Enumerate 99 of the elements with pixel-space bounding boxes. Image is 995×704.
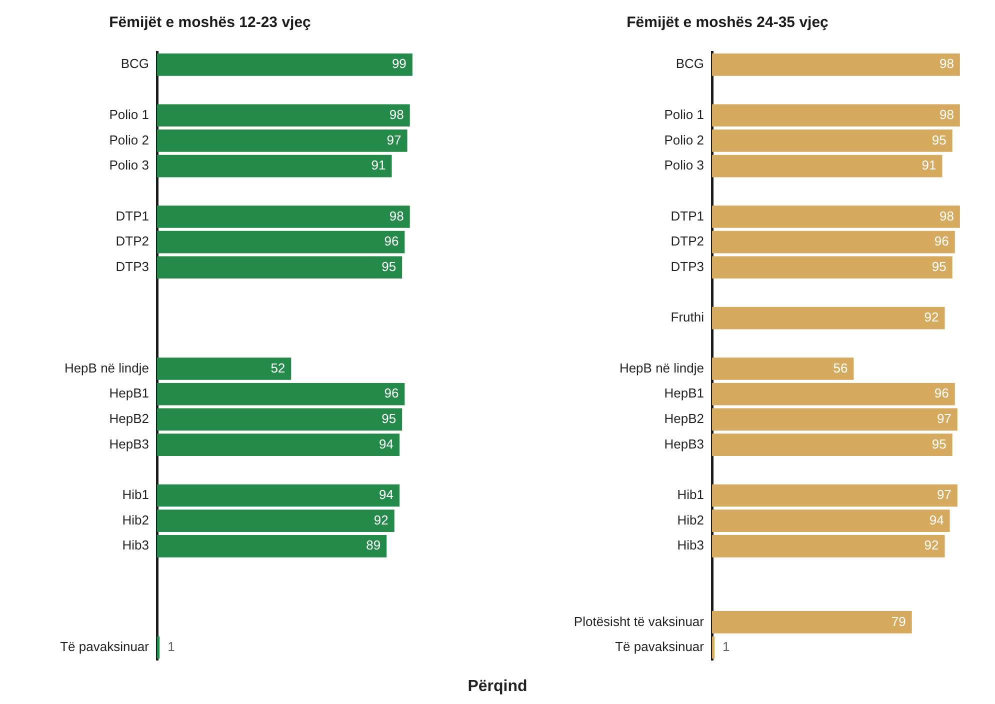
data-label: 97 <box>936 487 952 502</box>
y-tick-label: BCG <box>120 56 149 72</box>
y-tick-label: Polio 1 <box>109 106 149 122</box>
bar <box>157 256 402 279</box>
x-axis-title: Përqind <box>466 678 528 696</box>
data-label: 79 <box>891 614 906 629</box>
data-label: 94 <box>929 512 944 528</box>
data-label: 99 <box>392 56 406 72</box>
data-label: 89 <box>366 538 381 553</box>
data-label: 92 <box>374 512 388 528</box>
data-label: 91 <box>922 158 936 173</box>
bar <box>712 434 952 456</box>
data-label: 96 <box>934 386 949 401</box>
data-label: 91 <box>371 158 386 173</box>
bar <box>712 510 950 532</box>
bar <box>157 535 387 558</box>
data-label: 98 <box>389 106 404 122</box>
bar <box>157 130 408 152</box>
data-label: 92 <box>924 538 939 553</box>
data-label: 95 <box>932 258 946 274</box>
y-tick-label: Hib3 <box>122 538 149 553</box>
data-label: 97 <box>386 132 402 148</box>
y-tick-label: HepB1 <box>664 386 704 401</box>
data-label: 97 <box>936 411 952 426</box>
bar <box>157 358 292 380</box>
data-label: 95 <box>932 132 946 148</box>
data-label: 94 <box>379 436 394 452</box>
data-label: 95 <box>382 258 396 274</box>
chart-title: Fëmijët e moshës 12-23 vjeç <box>109 14 311 32</box>
bar <box>712 484 958 507</box>
bar <box>712 130 952 152</box>
bar <box>157 484 400 507</box>
bar <box>712 154 942 178</box>
bar <box>157 382 405 406</box>
bar <box>712 358 854 380</box>
data-label: 98 <box>939 208 954 224</box>
bar <box>712 535 945 558</box>
bar <box>712 611 912 634</box>
y-tick-label: DTP2 <box>116 234 149 249</box>
y-tick-label: DTP1 <box>670 208 704 224</box>
y-tick-label: Të pavaksinuar <box>60 639 150 654</box>
data-label: 1 <box>168 639 175 654</box>
y-tick-label: HepB në lindje <box>619 360 704 376</box>
y-tick-label: Polio 2 <box>109 132 149 148</box>
y-tick-label: HepB1 <box>109 386 149 401</box>
data-label: 56 <box>833 360 848 376</box>
bar <box>712 306 945 330</box>
bar <box>157 510 394 532</box>
bar <box>712 636 715 659</box>
bar <box>157 104 410 127</box>
y-tick-label: Plotësisht të vaksinuar <box>574 614 705 629</box>
bar <box>712 256 952 279</box>
data-label: 92 <box>924 310 939 325</box>
y-tick-label: Fruthi <box>670 310 704 325</box>
bar <box>712 206 960 228</box>
bar <box>157 54 412 76</box>
bar <box>157 154 392 178</box>
data-label: 94 <box>379 487 394 502</box>
y-tick-label: HepB2 <box>664 411 704 426</box>
bar <box>712 408 958 431</box>
data-label: 95 <box>382 411 396 426</box>
data-label: 96 <box>934 234 949 249</box>
bar <box>712 230 955 254</box>
y-tick-label: HepB2 <box>109 411 149 426</box>
y-tick-label: DTP1 <box>116 208 149 224</box>
bar <box>157 636 160 659</box>
bar <box>712 382 955 406</box>
bar <box>157 408 402 431</box>
y-tick-label: HepB3 <box>109 436 149 452</box>
y-tick-label: DTP3 <box>116 258 149 274</box>
data-label: 95 <box>932 436 946 452</box>
y-tick-label: DTP3 <box>670 258 704 274</box>
y-tick-label: Hib3 <box>677 538 704 553</box>
data-label: 98 <box>389 208 404 224</box>
data-label: 1 <box>722 639 730 654</box>
bar <box>157 434 400 456</box>
y-tick-label: HepB3 <box>664 436 704 452</box>
y-tick-label: Hib2 <box>122 512 149 528</box>
chart-title: Fëmijët e moshës 24-35 vjeç <box>626 14 828 32</box>
y-tick-label: Polio 3 <box>664 158 704 173</box>
bar <box>712 54 960 76</box>
y-tick-label: DTP2 <box>670 234 704 249</box>
y-tick-label: Të pavaksinuar <box>615 639 705 654</box>
data-label: 98 <box>939 106 954 122</box>
data-label: 52 <box>270 360 286 376</box>
y-tick-label: HepB në lindje <box>64 360 149 376</box>
bar <box>157 206 410 228</box>
y-tick-label: Polio 1 <box>664 106 704 122</box>
y-tick-label: Hib1 <box>122 487 149 502</box>
bar <box>712 104 960 127</box>
bar <box>157 230 405 254</box>
y-tick-label: Polio 3 <box>109 158 149 173</box>
y-tick-label: Polio 2 <box>664 132 704 148</box>
y-tick-label: Hib2 <box>677 512 704 528</box>
data-label: 96 <box>384 234 399 249</box>
data-label: 96 <box>384 386 399 401</box>
data-label: 98 <box>939 56 954 72</box>
y-tick-label: BCG <box>676 56 704 72</box>
y-tick-label: Hib1 <box>677 487 704 502</box>
